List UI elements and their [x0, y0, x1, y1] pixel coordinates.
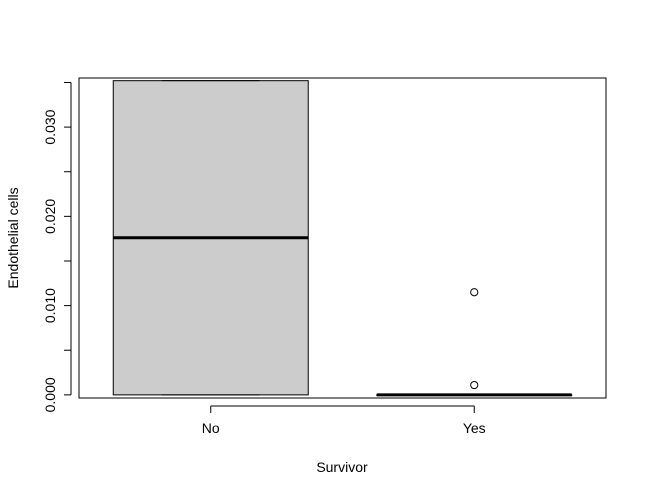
x-axis: No Yes — [202, 405, 486, 436]
box-no — [112, 80, 309, 396]
y-tick-label: 0.000 — [42, 377, 58, 412]
y-tick-label: 0.010 — [42, 288, 58, 323]
y-axis: 0.000 0.010 0.020 0.030 — [42, 81, 72, 412]
plot-frame — [78, 77, 607, 399]
x-tick-label: No — [202, 420, 220, 436]
x-tick-label: Yes — [463, 420, 486, 436]
y-tick-label: 0.030 — [42, 109, 58, 144]
boxplot-marks — [112, 80, 573, 397]
y-tick-label: 0.020 — [42, 199, 58, 234]
box-yes — [376, 288, 573, 397]
x-axis-title: Survivor — [316, 459, 368, 475]
outlier-point — [470, 380, 479, 390]
y-axis-title: Endothelial cells — [5, 187, 21, 288]
outlier-point — [470, 288, 479, 297]
